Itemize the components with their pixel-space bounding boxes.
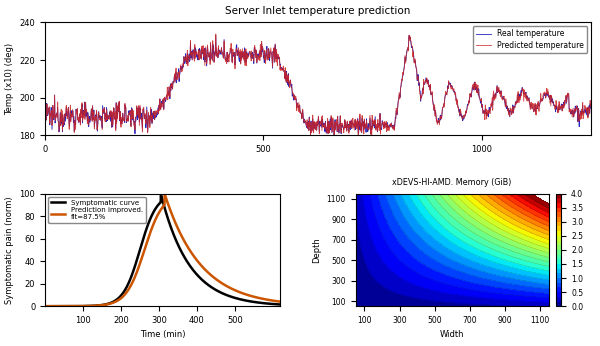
- Prediction improved.
fit=87.5%: [227, 286, 234, 290]
- Line: Prediction improved.
fit=87.5%: Prediction improved. fit=87.5%: [45, 194, 280, 306]
- Predicted temperature: [172, 66, 179, 70]
- X-axis label: Time (min): Time (min): [140, 330, 185, 339]
- Symptomatic curve: [270, 302, 277, 306]
- Prediction improved.
fit=87.5%: [277, 300, 284, 304]
- Line: Symptomatic curve: Symptomatic curve: [45, 194, 280, 306]
- Real temperature: [394, 101, 401, 105]
- Real temperature: [330, 127, 337, 131]
- Legend: Real temperature, Predicted temperature: Real temperature, Predicted temperature: [473, 26, 587, 53]
- Real temperature: [184, 56, 191, 60]
- Predicted temperature: [587, 104, 594, 108]
- Predicted temperature: [311, 121, 318, 125]
- Symptomatic curve: [41, 304, 49, 308]
- Predicted temperature: [290, 95, 297, 99]
- Real temperature: [310, 120, 317, 124]
- Prediction improved.
fit=87.5%: [270, 299, 277, 303]
- Symptomatic curve: [53, 304, 61, 308]
- Symptomatic curve: [156, 201, 163, 206]
- Prediction improved.
fit=87.5%: [53, 304, 61, 308]
- Symptomatic curve: [227, 294, 234, 299]
- Legend: Symptomatic curve, Prediction improved.
fit=87.5%: Symptomatic curve, Prediction improved. …: [49, 197, 146, 223]
- Real temperature: [406, 34, 413, 38]
- Real temperature: [172, 70, 179, 74]
- Y-axis label: Symptomatic pain (norm): Symptomatic pain (norm): [5, 196, 14, 304]
- Predicted temperature: [41, 114, 49, 118]
- Prediction improved.
fit=87.5%: [149, 223, 157, 227]
- Real temperature: [41, 116, 49, 120]
- X-axis label: Width: Width: [440, 330, 464, 339]
- Y-axis label: Depth: Depth: [312, 237, 321, 263]
- Prediction improved.
fit=87.5%: [161, 192, 168, 196]
- Predicted temperature: [331, 122, 338, 126]
- Symptomatic curve: [157, 192, 164, 196]
- Title: Server Inlet temperature prediction: Server Inlet temperature prediction: [226, 6, 410, 16]
- Predicted temperature: [395, 99, 402, 103]
- Symptomatic curve: [149, 211, 157, 215]
- Prediction improved.
fit=87.5%: [270, 299, 277, 303]
- Prediction improved.
fit=87.5%: [41, 304, 49, 308]
- Y-axis label: Temp (x10) (deg): Temp (x10) (deg): [5, 43, 14, 115]
- Real temperature: [290, 94, 297, 98]
- Title: xDEVS-HI-AMD. Memory (GiB): xDEVS-HI-AMD. Memory (GiB): [392, 178, 512, 187]
- Predicted temperature: [184, 53, 191, 57]
- Line: Predicted temperature: Predicted temperature: [45, 34, 590, 137]
- Predicted temperature: [212, 32, 220, 36]
- Real temperature: [587, 106, 594, 110]
- Symptomatic curve: [277, 302, 284, 307]
- Real temperature: [331, 137, 338, 141]
- Symptomatic curve: [270, 302, 277, 306]
- Line: Real temperature: Real temperature: [45, 36, 590, 139]
- Prediction improved.
fit=87.5%: [156, 210, 163, 214]
- Predicted temperature: [331, 135, 338, 139]
